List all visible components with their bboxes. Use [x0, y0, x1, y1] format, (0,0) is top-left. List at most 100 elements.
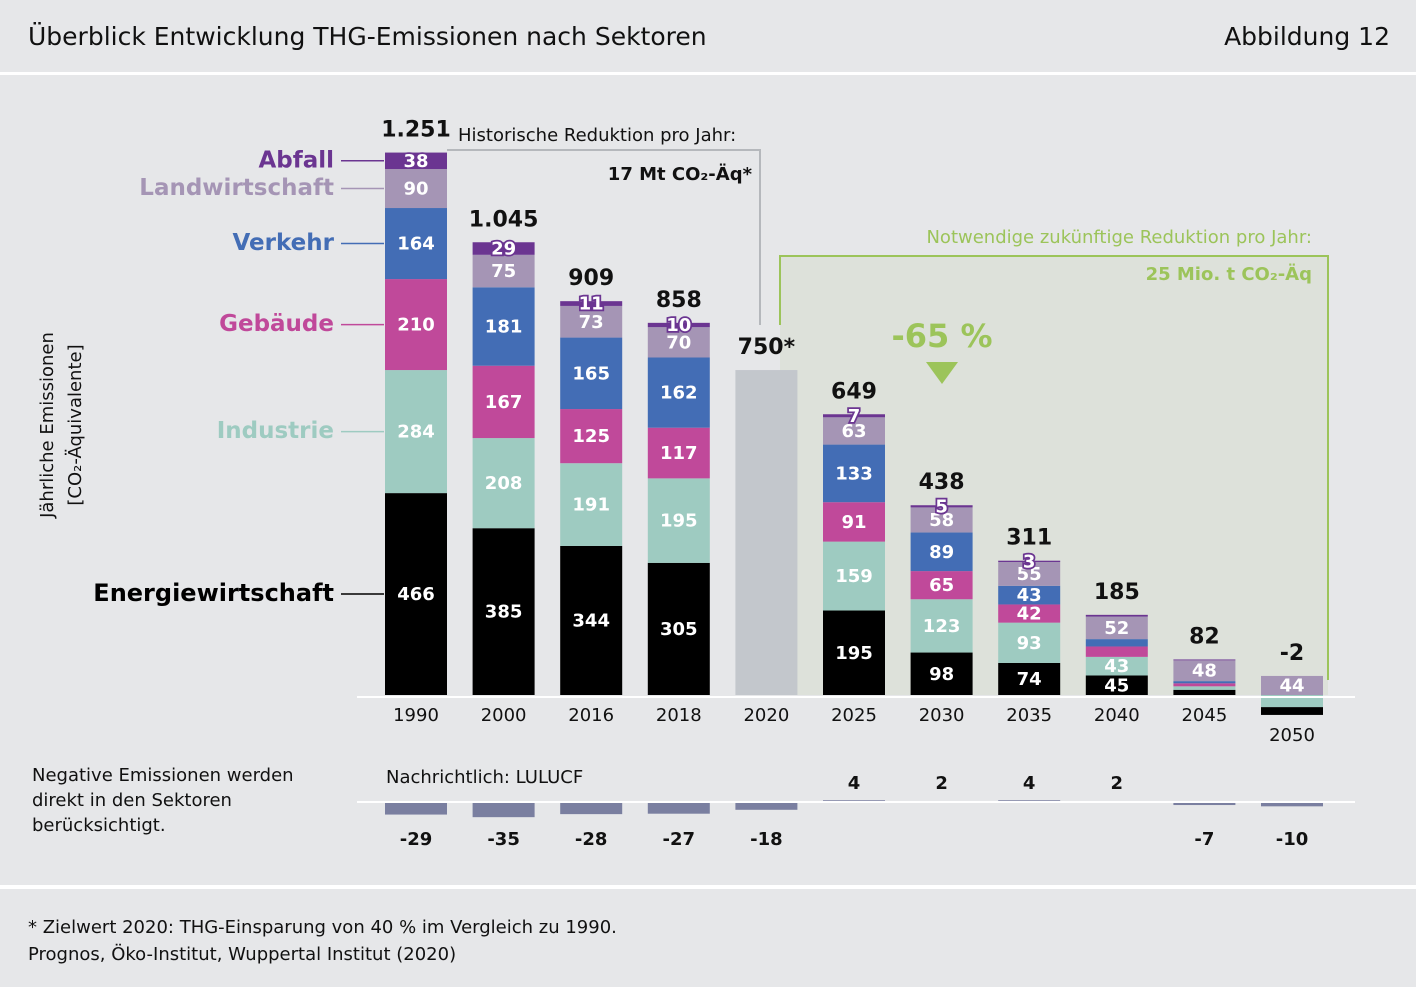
lulucf-bar: [1261, 802, 1323, 807]
value-label: 91: [841, 512, 866, 533]
value-label: 165: [572, 363, 610, 384]
bar-segment: [1173, 659, 1236, 661]
value-label: 284: [397, 422, 435, 443]
reduction-label: -65 %: [891, 317, 992, 355]
bar-segment: [910, 532, 973, 572]
legend-label: Gebäude: [219, 311, 334, 337]
value-label: 123: [923, 616, 961, 637]
x-tick-label: 2040: [1094, 705, 1140, 726]
separator: [0, 72, 1416, 75]
bar-segment: [998, 662, 1061, 695]
bar-segment: [823, 610, 885, 695]
bar-segment: [1173, 681, 1236, 684]
annotation: Notwendige zukünftige Reduktion pro Jahr…: [926, 227, 1312, 248]
bar-segment: [647, 322, 710, 328]
chart-title: Überblick Entwicklung THG-Emissionen nac…: [28, 22, 707, 51]
bar-segment: [385, 493, 447, 695]
value-label: 65: [929, 575, 954, 596]
bar-segment: [998, 604, 1061, 623]
bar-segment: [385, 152, 447, 170]
value-label: 162: [660, 383, 698, 404]
value-label: 191: [572, 495, 610, 516]
bar-segment: [472, 287, 535, 366]
bar-segment: [998, 561, 1061, 586]
value-label: 159: [835, 566, 873, 587]
total-label: 82: [1189, 624, 1220, 649]
value-label: 133: [835, 463, 873, 484]
value-label: 48: [1192, 661, 1217, 682]
value-label: 5: [935, 496, 948, 517]
x-tick-label: 2030: [919, 705, 965, 726]
bar-segment: [1261, 695, 1323, 708]
value-label: 43: [1104, 656, 1129, 677]
lulucf-label: -10: [1276, 829, 1309, 850]
lulucf-bar: [560, 802, 623, 815]
total-label: 185: [1094, 580, 1140, 605]
bar-segment: [560, 305, 623, 338]
lulucf-label: -29: [400, 829, 433, 850]
total-label: 311: [1006, 526, 1052, 551]
bar-segment: [1085, 639, 1148, 647]
bar-segment: [1261, 675, 1323, 695]
value-label: 45: [1104, 675, 1129, 696]
value-label: 7: [848, 406, 861, 427]
value-label: 70: [666, 332, 691, 353]
bar-segment: [910, 599, 973, 653]
bar-segment: [560, 409, 623, 464]
bar-segment: [998, 560, 1061, 562]
total-label: 858: [656, 288, 702, 313]
bar-segment: [1085, 616, 1148, 640]
value-label: 305: [660, 619, 698, 640]
value-label: 38: [403, 151, 428, 172]
value-label: 167: [485, 392, 523, 413]
bar-segment: [998, 585, 1061, 605]
value-label: 42: [1017, 604, 1042, 625]
x-tick-label: 2025: [831, 705, 877, 726]
total-label: 1.045: [469, 207, 539, 232]
value-label: 181: [485, 317, 523, 338]
bar-segment: [385, 208, 447, 280]
value-label: 89: [929, 542, 954, 563]
lulucf-label: -28: [575, 829, 608, 850]
bar: [735, 370, 798, 695]
lulucf-bar: [735, 802, 798, 810]
lulucf-title: Nachrichtlich: LULUCF: [386, 767, 583, 788]
bar-segment: [1085, 656, 1148, 676]
lulucf-label: 4: [848, 773, 861, 794]
x-tick-label: 2000: [481, 705, 527, 726]
legend-label: Verkehr: [233, 230, 335, 256]
value-label: 385: [485, 602, 523, 623]
x-tick-label: 2018: [656, 705, 702, 726]
value-label: 74: [1017, 669, 1042, 690]
annotation: 17 Mt CO₂-Äq*: [608, 163, 753, 185]
bar-segment: [472, 365, 535, 439]
value-label: 195: [660, 511, 698, 532]
bar-segment: [910, 507, 973, 533]
x-tick-label: 2045: [1181, 705, 1227, 726]
legend-label: Energiewirtschaft: [93, 579, 334, 607]
legend-label: Abfall: [258, 147, 334, 173]
lulucf-label: 2: [1111, 773, 1124, 794]
legend-label: Landwirtschaft: [139, 175, 334, 201]
bar-segment: [823, 502, 885, 542]
figure-label: Abbildung 12: [1224, 22, 1390, 51]
value-label: 52: [1104, 618, 1129, 639]
bar-segment: [560, 463, 623, 546]
value-label: 210: [397, 315, 435, 336]
value-label: 10: [666, 315, 691, 336]
bar-segment: [647, 478, 710, 563]
bar-segment: [385, 169, 447, 209]
total-label: 649: [831, 379, 877, 404]
value-label: 58: [929, 510, 954, 531]
annotation: 25 Mio. t CO₂-Äq: [1146, 263, 1312, 285]
bar-segment: [910, 505, 973, 508]
value-label: 3: [1023, 551, 1036, 572]
value-label: 44: [1279, 675, 1304, 696]
value-label: 466: [397, 584, 435, 605]
bar-segment: [472, 254, 535, 288]
footnote: * Zielwert 2020: THG-Einsparung von 40 %…: [28, 917, 617, 938]
total-label: 909: [568, 266, 614, 291]
y-axis-label: [CO₂-Äquivalente]: [65, 344, 86, 505]
bar-segment: [560, 337, 623, 410]
